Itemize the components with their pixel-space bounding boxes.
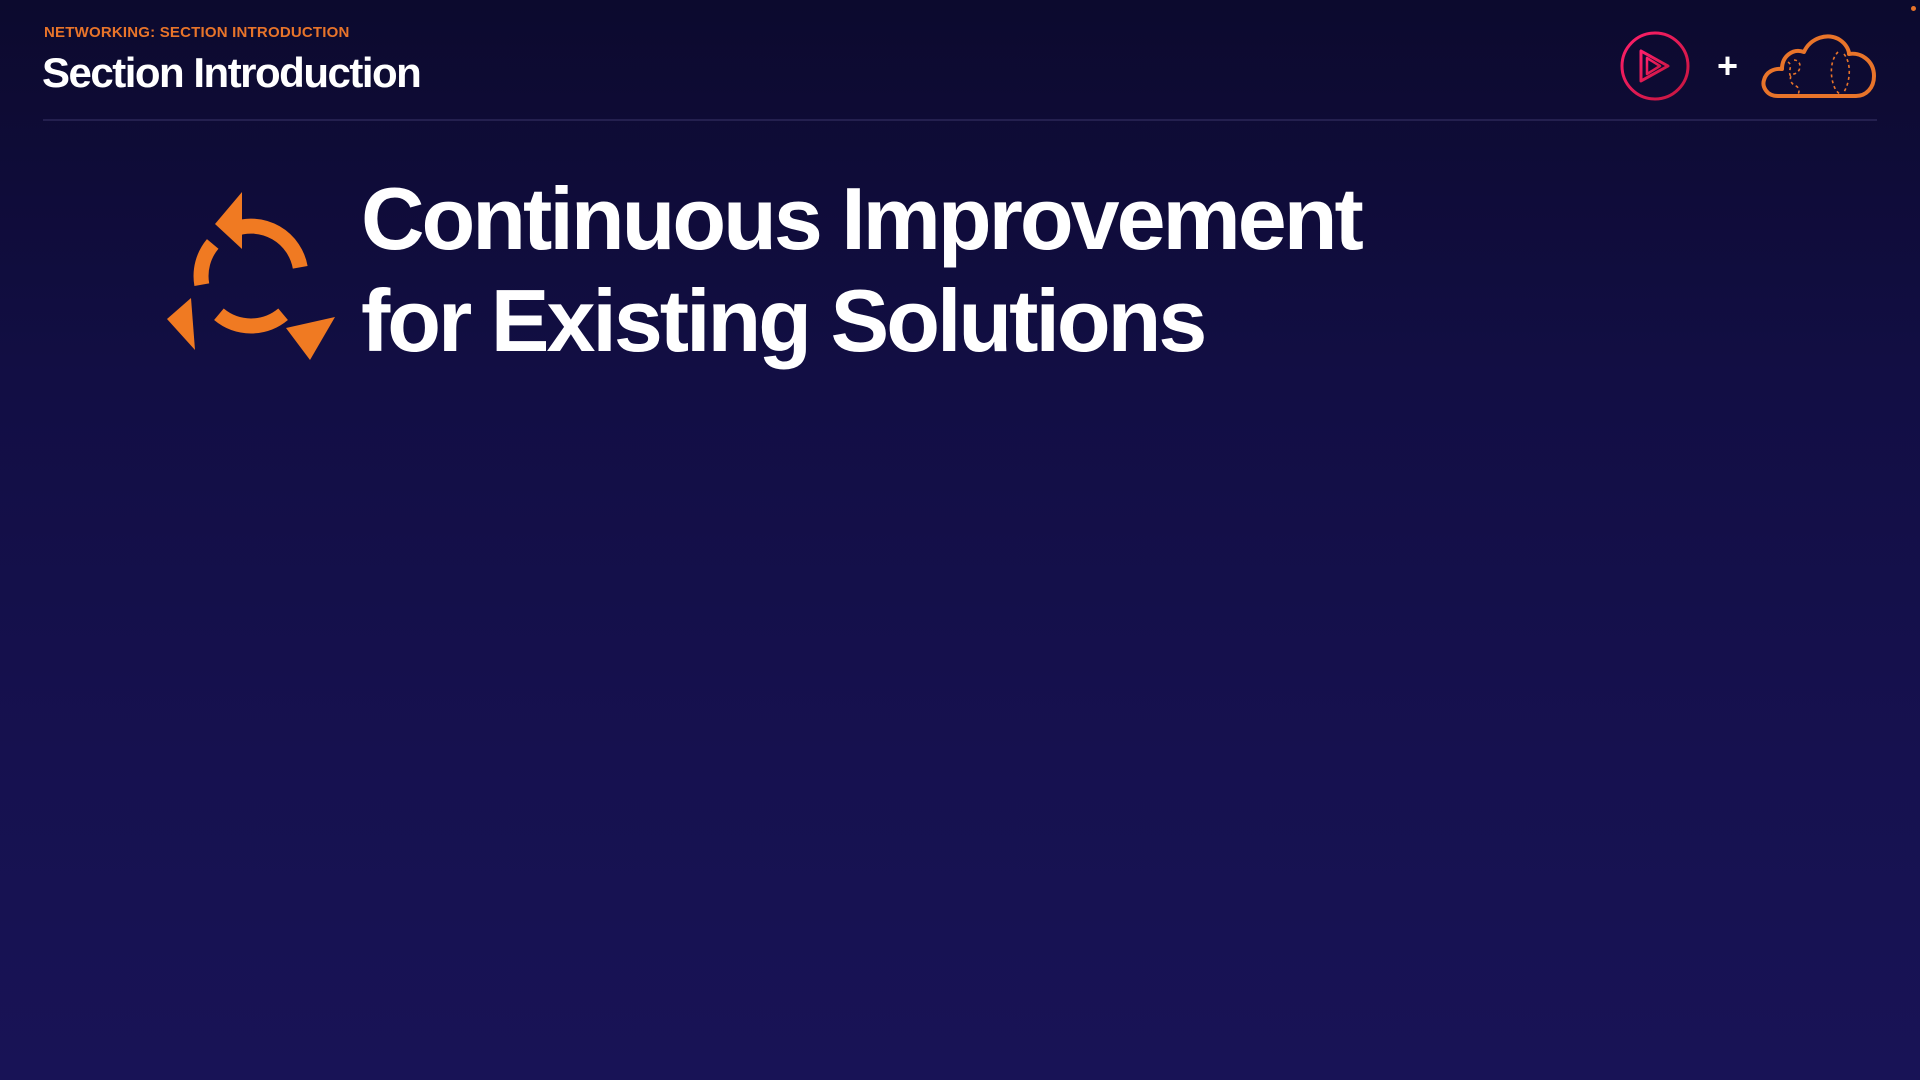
play-logo-icon: [1620, 31, 1690, 101]
hero-title-line-1: Continuous Improvement: [361, 169, 1364, 268]
logo-group: +: [1619, 30, 1878, 102]
eyebrow-label: NETWORKING: SECTION INTRODUCTION: [44, 24, 350, 41]
hero-title-line-2: for Existing Solutions: [361, 271, 1207, 370]
header-divider: [43, 119, 1877, 121]
hero-title: Continuous Improvement for Existing Solu…: [361, 168, 1364, 372]
corner-dot: [1911, 6, 1916, 11]
header: NETWORKING: SECTION INTRODUCTION Section…: [42, 24, 422, 97]
section-title: Section Introduction: [42, 49, 422, 96]
hero: Continuous Improvement for Existing Solu…: [163, 168, 1364, 372]
plus-sign: +: [1716, 45, 1738, 86]
cloud-logo-icon: [1761, 34, 1876, 98]
cycle-arrows-icon: [167, 192, 335, 360]
